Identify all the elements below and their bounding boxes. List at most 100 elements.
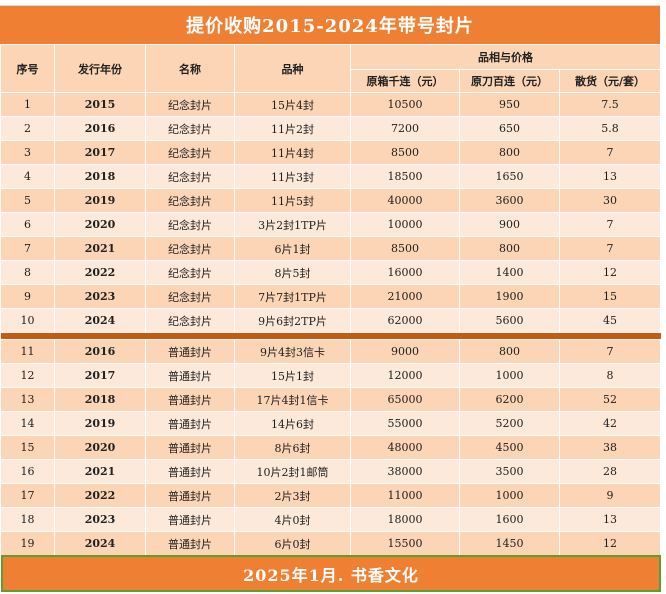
cell-seq[interactable]: 16: [0, 459, 55, 484]
cell-year[interactable]: 2021: [54, 236, 146, 261]
cell-knife-price[interactable]: 1450: [459, 531, 560, 556]
header-box[interactable]: 原箱千连（元）: [350, 69, 460, 93]
cell-knife-price[interactable]: 6200: [459, 387, 560, 412]
cell-loose-price[interactable]: 42: [558, 411, 662, 436]
cell-knife-price[interactable]: 3500: [459, 459, 560, 484]
cell-box-price[interactable]: 12000: [350, 363, 460, 388]
cell-year[interactable]: 2024: [54, 531, 146, 556]
cell-seq[interactable]: 17: [0, 483, 55, 508]
cell-name[interactable]: 纪念封片: [145, 212, 235, 237]
cell-loose-price[interactable]: 13: [558, 507, 662, 532]
cell-year[interactable]: 2016: [54, 339, 146, 364]
cell-seq[interactable]: 3: [0, 140, 55, 165]
cell-loose-price[interactable]: 45: [558, 308, 662, 333]
cell-box-price[interactable]: 21000: [350, 284, 460, 309]
cell-year[interactable]: 2022: [54, 260, 146, 285]
cell-loose-price[interactable]: 52: [558, 387, 662, 412]
cell-knife-price[interactable]: 950: [459, 92, 560, 117]
cell-knife-price[interactable]: 5200: [459, 411, 560, 436]
cell-variety[interactable]: 10片2封1邮筒: [234, 459, 351, 484]
cell-knife-price[interactable]: 3600: [459, 188, 560, 213]
cell-variety[interactable]: 6片0封: [234, 531, 351, 556]
header-group-price[interactable]: 品相与价格: [349, 44, 662, 70]
cell-seq[interactable]: 7: [0, 236, 55, 261]
cell-box-price[interactable]: 8500: [350, 236, 460, 261]
cell-seq[interactable]: 11: [0, 339, 55, 364]
header-variety[interactable]: 品种: [234, 44, 351, 93]
cell-seq[interactable]: 19: [0, 531, 55, 556]
cell-loose-price[interactable]: 12: [558, 531, 662, 556]
header-name[interactable]: 名称: [145, 44, 235, 93]
cell-loose-price[interactable]: 12: [558, 260, 662, 285]
cell-seq[interactable]: 18: [0, 507, 55, 532]
cell-box-price[interactable]: 9000: [350, 339, 460, 364]
cell-name[interactable]: 纪念封片: [145, 164, 235, 189]
cell-variety[interactable]: 11片4封: [234, 140, 351, 165]
header-year[interactable]: 发行年份: [54, 44, 146, 93]
cell-year[interactable]: 2021: [54, 459, 146, 484]
cell-box-price[interactable]: 16000: [350, 260, 460, 285]
cell-name[interactable]: 纪念封片: [145, 308, 235, 333]
cell-name[interactable]: 普通封片: [145, 459, 235, 484]
cell-year[interactable]: 2020: [54, 212, 146, 237]
cell-box-price[interactable]: 62000: [350, 308, 460, 333]
cell-year[interactable]: 2020: [54, 435, 146, 460]
sheet-footer[interactable]: 2025年1月. 书香文化: [1, 555, 661, 592]
cell-knife-price[interactable]: 800: [459, 236, 560, 261]
cell-year[interactable]: 2019: [54, 188, 146, 213]
cell-year[interactable]: 2018: [54, 387, 146, 412]
cell-variety[interactable]: 9片4封3信卡: [234, 339, 351, 364]
cell-variety[interactable]: 2片3封: [234, 483, 351, 508]
cell-loose-price[interactable]: 9: [558, 483, 662, 508]
cell-name[interactable]: 普通封片: [145, 339, 235, 364]
cell-variety[interactable]: 17片4封1信卡: [234, 387, 351, 412]
cell-seq[interactable]: 14: [0, 411, 55, 436]
cell-variety[interactable]: 6片1封: [234, 236, 351, 261]
cell-variety[interactable]: 11片2封: [234, 116, 351, 141]
cell-variety[interactable]: 14片6封: [234, 411, 351, 436]
cell-variety[interactable]: 4片0封: [234, 507, 351, 532]
cell-year[interactable]: 2023: [54, 507, 146, 532]
cell-knife-price[interactable]: 4500: [459, 435, 560, 460]
cell-loose-price[interactable]: 7: [558, 339, 662, 364]
cell-year[interactable]: 2023: [54, 284, 146, 309]
cell-knife-price[interactable]: 1900: [459, 284, 560, 309]
cell-seq[interactable]: 10: [0, 308, 55, 333]
cell-loose-price[interactable]: 7.5: [558, 92, 662, 117]
cell-name[interactable]: 纪念封片: [145, 188, 235, 213]
cell-knife-price[interactable]: 900: [459, 212, 560, 237]
cell-knife-price[interactable]: 800: [459, 339, 560, 364]
cell-box-price[interactable]: 18000: [350, 507, 460, 532]
cell-seq[interactable]: 2: [0, 116, 55, 141]
cell-name[interactable]: 纪念封片: [145, 116, 235, 141]
cell-box-price[interactable]: 55000: [350, 411, 460, 436]
cell-box-price[interactable]: 18500: [350, 164, 460, 189]
header-seq[interactable]: 序号: [0, 44, 55, 93]
cell-name[interactable]: 纪念封片: [145, 284, 235, 309]
cell-seq[interactable]: 5: [0, 188, 55, 213]
cell-name[interactable]: 普通封片: [145, 507, 235, 532]
cell-variety[interactable]: 8片5封: [234, 260, 351, 285]
cell-name[interactable]: 普通封片: [145, 435, 235, 460]
cell-box-price[interactable]: 15500: [350, 531, 460, 556]
cell-name[interactable]: 普通封片: [145, 387, 235, 412]
cell-seq[interactable]: 9: [0, 284, 55, 309]
cell-loose-price[interactable]: 7: [558, 236, 662, 261]
cell-knife-price[interactable]: 1650: [459, 164, 560, 189]
cell-box-price[interactable]: 7200: [350, 116, 460, 141]
cell-box-price[interactable]: 48000: [350, 435, 460, 460]
cell-box-price[interactable]: 10000: [350, 212, 460, 237]
header-loose[interactable]: 散货（元/套）: [558, 69, 662, 93]
cell-loose-price[interactable]: 7: [558, 212, 662, 237]
cell-year[interactable]: 2022: [54, 483, 146, 508]
cell-name[interactable]: 纪念封片: [145, 140, 235, 165]
cell-year[interactable]: 2017: [54, 140, 146, 165]
cell-box-price[interactable]: 8500: [350, 140, 460, 165]
cell-variety[interactable]: 15片1封: [234, 363, 351, 388]
cell-year[interactable]: 2018: [54, 164, 146, 189]
cell-variety[interactable]: 9片6封2TP片: [234, 308, 351, 333]
cell-name[interactable]: 纪念封片: [145, 260, 235, 285]
cell-knife-price[interactable]: 5600: [459, 308, 560, 333]
cell-seq[interactable]: 4: [0, 164, 55, 189]
cell-year[interactable]: 2015: [54, 92, 146, 117]
